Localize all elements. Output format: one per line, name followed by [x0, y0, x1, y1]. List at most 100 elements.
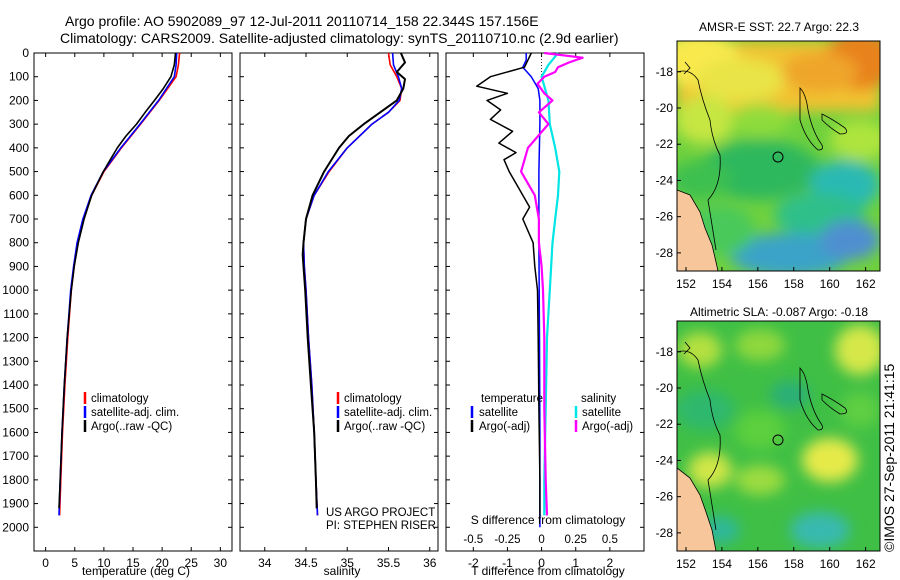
map-x-tick-label: 158: [784, 277, 804, 291]
y-tick-label: 1600: [2, 425, 29, 439]
y-tick-label: 1300: [2, 354, 29, 368]
s-tick-label: 0.5: [602, 534, 618, 546]
t-difference-xlabel: T difference from climatology: [471, 564, 625, 578]
map-y-tick-label: -18: [656, 65, 674, 79]
y-tick-label: 800: [9, 236, 29, 250]
map-y-tick-label: -26: [656, 490, 674, 504]
x-tick-label: 25: [185, 556, 199, 570]
s-tick-label: 0.25: [565, 534, 587, 546]
x-tick-label: 35: [341, 556, 355, 570]
map-x-tick-label: 160: [820, 277, 840, 291]
series-climatology: [302, 52, 403, 516]
salinity-panel: 34 34.5 35 35.5 36: [239, 52, 439, 570]
sst-map-field: [677, 41, 880, 271]
y-tick-label: 300: [9, 117, 29, 131]
legend-label-argo: Argo(..raw -QC): [344, 421, 425, 433]
map-y-tick-label: -22: [656, 417, 674, 431]
x-tick-label: 36: [423, 556, 437, 570]
x-tick-label: 20: [155, 556, 169, 570]
map-y-tick-label: -18: [656, 345, 674, 359]
x-tick-label: -1: [502, 556, 513, 570]
s-difference-xlabel: S difference from climatology: [471, 513, 626, 527]
y-tick-label: 200: [9, 93, 29, 107]
map-y-tick-label: -24: [656, 453, 674, 467]
temperature-legend: climatology satellite-adj. clim. Argo(..…: [83, 392, 179, 433]
legend-label-satellite: satellite-adj. clim.: [344, 407, 432, 419]
figure-title-line1: Argo profile: AO 5902089_97 12-Jul-2011 …: [65, 13, 539, 29]
x-tick-label: 34: [258, 556, 272, 570]
y-tick-label: 900: [9, 259, 29, 273]
sla-map-field: [677, 321, 880, 551]
difference-panel: -2 -1 0 1 2 -0.5 -0.25 0 0.25 0.5: [445, 51, 645, 570]
series-t-argo-adj-: [475, 52, 541, 516]
map-y-tick-label: -20: [656, 381, 674, 395]
y-tick-label: 0: [22, 46, 29, 60]
temperature-xlabel: temperature (deg C): [82, 564, 190, 578]
x-tick-label: 0: [42, 556, 49, 570]
y-tick-label: 1200: [2, 331, 29, 345]
sla-map-title: Altimetric SLA: -0.087 Argo: -0.18: [690, 305, 868, 319]
map-y-tick-label: -28: [656, 526, 674, 540]
x-tick-label: 0: [538, 556, 545, 570]
legend-label-climatology: climatology: [91, 393, 149, 405]
x-tick-label: 1: [572, 556, 579, 570]
map-x-tick-label: 152: [676, 557, 696, 571]
sla-map-axes: 152 154 156 158 160 162 -18 -20 -22 -24 -26 -28: [656, 320, 881, 571]
legend-label-argo: Argo(..raw -QC): [91, 421, 172, 433]
y-tick-label: 1100: [3, 307, 29, 321]
legend-label-satellite: satellite-adj. clim.: [91, 407, 179, 419]
s-tick-label: 0: [538, 534, 544, 546]
legend-label-s-argo: Argo(-adj): [582, 421, 633, 433]
pi-annotation: PI: STEPHEN RISER: [326, 520, 436, 532]
temperature-panel: 0100200300400500600700800900100011001200…: [2, 46, 233, 570]
map-frame: [676, 40, 881, 272]
series-satellite-adj-clim-: [302, 52, 403, 516]
plot-frame: [239, 52, 439, 552]
y-tick-label: 500: [9, 165, 29, 179]
map-x-tick-label: 156: [748, 277, 768, 291]
x-tick-label: 5: [71, 556, 78, 570]
map-x-tick-label: 154: [712, 557, 732, 571]
legend-label-t-satellite: satellite: [479, 407, 518, 419]
legend-header-temperature: temperature: [481, 393, 543, 405]
y-tick-label: 1000: [2, 283, 29, 297]
series-satellite-adj-clim-: [58, 52, 178, 516]
series-climatology: [58, 52, 181, 516]
map-x-tick-label: 160: [820, 557, 840, 571]
sst-map-title: AMSR-E SST: 22.7 Argo: 22.3: [699, 20, 859, 34]
x-tick-label: -2: [468, 556, 479, 570]
legend-label-s-satellite: satellite: [582, 407, 621, 419]
y-tick-label: 1700: [2, 449, 29, 463]
copyright-label: ©IMOS 27-Sep-2011 21:41:15: [881, 364, 897, 552]
map-x-tick-label: 162: [856, 557, 876, 571]
map-x-tick-label: 152: [676, 277, 696, 291]
x-tick-label: 30: [214, 556, 228, 570]
difference-legend: temperature salinity satellite Argo(-adj…: [470, 393, 633, 433]
s-tick-label: -0.25: [494, 534, 520, 546]
map-y-tick-label: -24: [656, 173, 674, 187]
legend-label-t-argo: Argo(-adj): [479, 421, 530, 433]
series-argo-raw-qc-: [301, 52, 406, 509]
x-tick-label: 10: [97, 556, 111, 570]
map-y-tick-label: -20: [656, 101, 674, 115]
x-tick-label: 2: [607, 556, 614, 570]
map-x-tick-label: 156: [748, 557, 768, 571]
map-y-tick-label: -28: [656, 246, 674, 260]
salinity-xlabel: salinity: [324, 564, 361, 578]
salinity-legend: climatology satellite-adj. clim. Argo(..…: [326, 392, 436, 532]
legend-header-salinity: salinity: [581, 393, 616, 405]
map-x-tick-label: 162: [856, 277, 876, 291]
series-s-satellite: [540, 52, 561, 516]
x-tick-label: 35.5: [377, 556, 401, 570]
project-annotation: US ARGO PROJECT: [326, 507, 435, 519]
y-tick-label: 700: [9, 212, 29, 226]
y-tick-label: 1800: [2, 473, 29, 487]
y-tick-label: 1500: [2, 402, 29, 416]
x-tick-label: 34.5: [294, 556, 318, 570]
legend-label-climatology: climatology: [344, 393, 402, 405]
y-tick-label: 600: [9, 188, 29, 202]
map-x-tick-label: 158: [784, 557, 804, 571]
map-frame: [676, 320, 881, 552]
map-y-tick-label: -22: [656, 137, 674, 151]
